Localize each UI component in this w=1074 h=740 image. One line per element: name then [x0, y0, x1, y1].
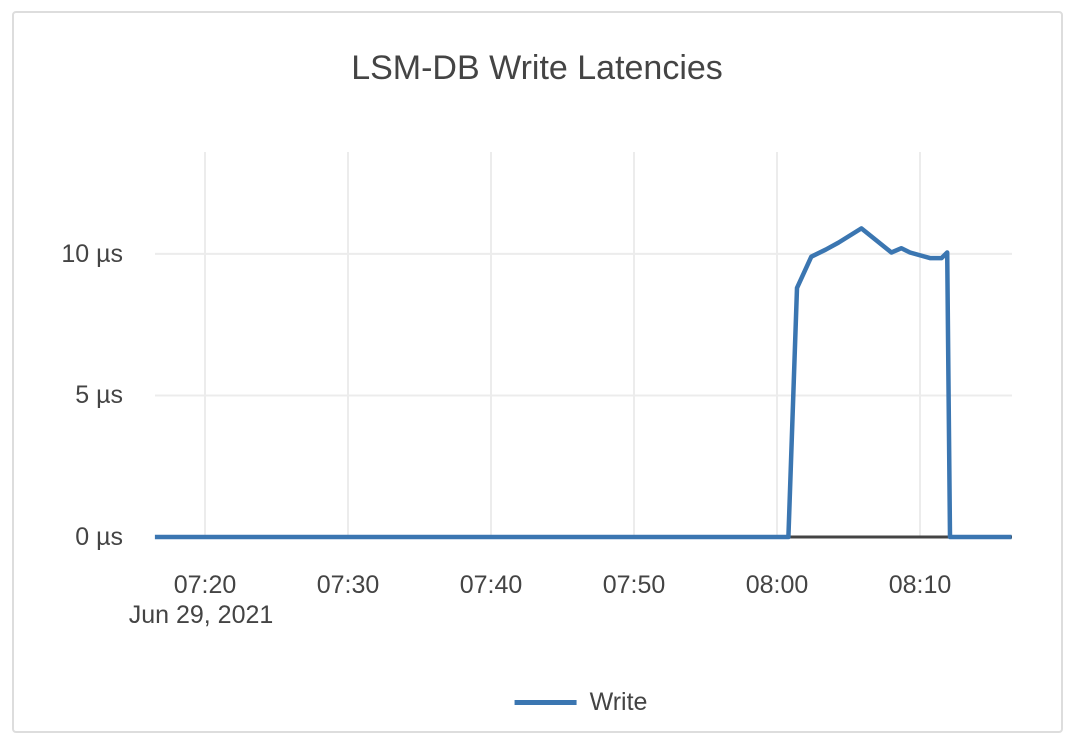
chart-card — [12, 11, 1063, 733]
y-tick-label: 0 µs — [75, 523, 123, 551]
chart-title: LSM-DB Write Latencies — [351, 49, 723, 87]
x-tick-label: 08:10 — [888, 571, 952, 599]
x-tick-label: 07:40 — [459, 571, 523, 599]
y-tick-label: 10 µs — [61, 239, 123, 268]
legend-item-write[interactable]: Write — [514, 686, 648, 718]
legend-line-swatch — [514, 699, 577, 705]
x-axis-date-label: Jun 29, 2021 — [128, 601, 274, 629]
x-tick-label: 07:50 — [602, 571, 666, 599]
y-tick-label: 5 µs — [75, 381, 123, 410]
x-tick-label: 07:30 — [316, 571, 380, 599]
x-tick-label: 08:00 — [745, 571, 809, 599]
x-tick-label: 07:20 — [173, 571, 237, 599]
legend-series-label: Write — [589, 688, 648, 716]
